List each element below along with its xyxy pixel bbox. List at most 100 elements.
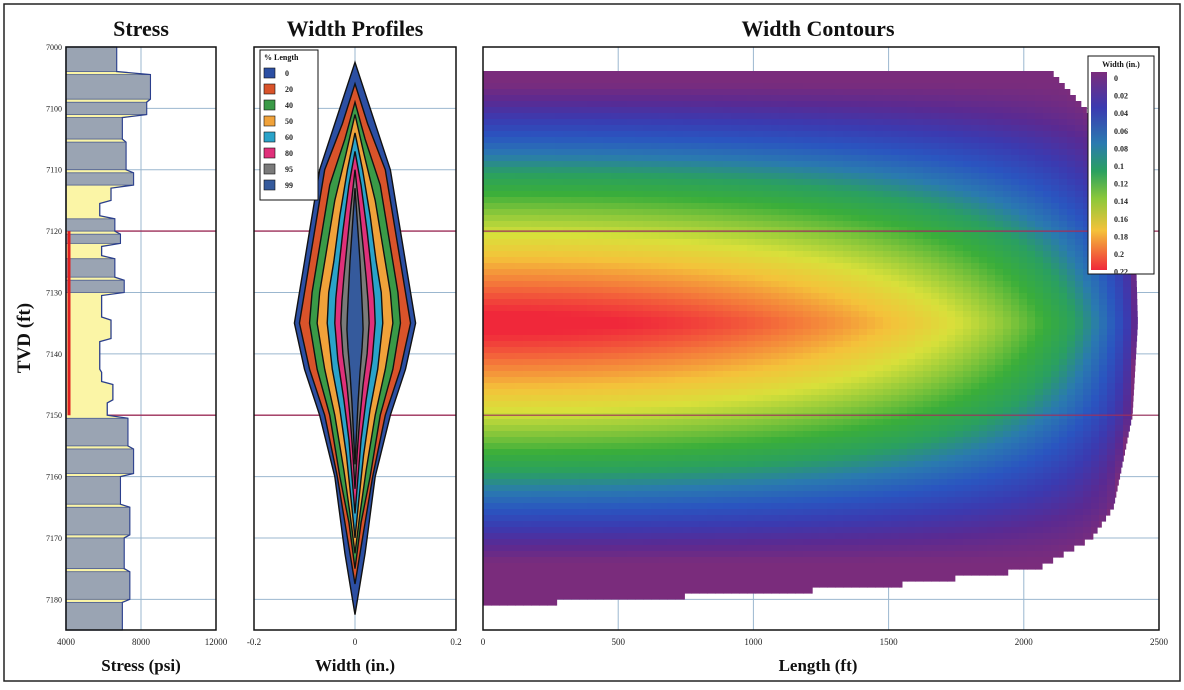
width-contour-cell [1043, 221, 1052, 228]
width-contour-cell [491, 395, 500, 402]
width-contour-cell [579, 257, 588, 264]
width-contour-cell [907, 347, 916, 354]
width-contour-cell [787, 215, 796, 222]
width-contour-cell [899, 425, 908, 432]
width-contour-cell [939, 149, 948, 156]
width-contour-cell [779, 125, 788, 132]
width-contour-cell [763, 359, 772, 366]
width-contour-cell [883, 419, 892, 426]
width-contour-cell [1027, 341, 1036, 348]
width-contour-cell [731, 347, 740, 354]
width-contour-cell [699, 125, 708, 132]
width-contour-cell [907, 161, 916, 168]
width-contour-cell [643, 293, 652, 300]
width-contour-cell [1019, 263, 1028, 270]
width-contour-cell [1019, 131, 1028, 138]
width-contour-cell [611, 221, 620, 228]
width-contour-cell [1011, 257, 1020, 264]
width-contour-cell [875, 275, 884, 282]
width-contour-cell [539, 353, 548, 360]
width-contour-cell [1083, 401, 1092, 408]
width-contour-cell [955, 263, 964, 270]
width-contour-cell [915, 419, 924, 426]
width-contour-cell [931, 323, 940, 330]
width-contour-cell [915, 143, 924, 150]
width-contour-cell [963, 341, 972, 348]
width-contour-cell [507, 77, 516, 84]
width-contour-cell [1011, 323, 1020, 330]
width-contour-cell [995, 401, 1004, 408]
width-contour-cell [891, 239, 900, 246]
width-contour-cell [819, 149, 828, 156]
width-contour-cell [739, 131, 748, 138]
width-contour-cell [915, 305, 924, 312]
width-contour-cell [659, 365, 668, 372]
width-contour-cell [803, 419, 812, 426]
width-contour-cell [651, 407, 660, 414]
width-contour-cell [1003, 389, 1012, 396]
width-contour-cell [763, 173, 772, 180]
width-contour-cell [523, 215, 532, 222]
width-contour-cell [1027, 311, 1036, 318]
width-contour-cell [691, 203, 700, 210]
width-contour-cell [675, 395, 684, 402]
width-contour-cell [835, 119, 844, 126]
width-contour-cell [707, 269, 716, 276]
width-contour-cell [1019, 215, 1028, 222]
width-contour-cell [899, 197, 908, 204]
width-contour-cell [787, 83, 796, 90]
width-contour-cell [819, 197, 828, 204]
width-contour-cell [1099, 419, 1108, 426]
width-contour-cell [795, 143, 804, 150]
width-contour-cell [619, 173, 628, 180]
width-contour-cell [603, 173, 612, 180]
width-contour-cell [611, 287, 620, 294]
width-contour-cell [531, 89, 540, 96]
width-contour-cell [947, 425, 956, 432]
width-contour-cell [947, 431, 956, 438]
width-contour-cell [1043, 425, 1052, 432]
width-contour-cell [811, 125, 820, 132]
width-contour-cell [523, 389, 532, 396]
width-contour-cell [771, 299, 780, 306]
width-contour-cell [747, 293, 756, 300]
width-contour-cell [851, 221, 860, 228]
width-contour-cell [899, 77, 908, 84]
width-contour-cell [843, 251, 852, 258]
width-contour-cell [851, 311, 860, 318]
width-contour-cell [603, 263, 612, 270]
width-contour-cell [819, 155, 828, 162]
width-contour-cell [547, 191, 556, 198]
width-contour-cell [659, 161, 668, 168]
width-contour-cell [859, 233, 868, 240]
width-contour-cell [643, 95, 652, 102]
width-contour-cell [779, 365, 788, 372]
width-contour-cell [883, 269, 892, 276]
width-contour-cell [507, 233, 516, 240]
width-contour-cell [939, 269, 948, 276]
width-contour-cell [1051, 413, 1060, 420]
shale-layer [66, 118, 122, 139]
width-contour-cell [811, 389, 820, 396]
width-contour-cell [835, 317, 844, 324]
width-contour-cell [587, 77, 596, 84]
width-contour-cell [755, 299, 764, 306]
width-contour-cell [1059, 353, 1068, 360]
width-contour-cell [803, 287, 812, 294]
width-contour-cell [827, 245, 836, 252]
width-contour-cell [491, 101, 500, 108]
width-contour-cell [1115, 401, 1124, 408]
width-contour-cell [619, 161, 628, 168]
width-contour-cell [587, 431, 596, 438]
width-contour-cell [979, 401, 988, 408]
width-contour-cell [1003, 185, 1012, 192]
width-contour-cell [571, 143, 580, 150]
width-contour-cell [651, 317, 660, 324]
width-contour-cell [563, 317, 572, 324]
width-contour-cell [515, 137, 524, 144]
width-contour-cell [915, 383, 924, 390]
legend-label-80: 80 [285, 149, 293, 158]
width-contour-cell [1051, 197, 1060, 204]
width-contour-cell [523, 383, 532, 390]
width-contour-cell [819, 209, 828, 216]
